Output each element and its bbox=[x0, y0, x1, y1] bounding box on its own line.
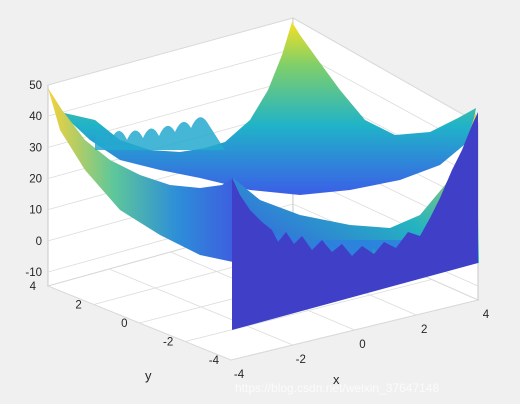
z-tick-label: 30 bbox=[29, 142, 42, 154]
y-tick-label: -2 bbox=[163, 337, 173, 349]
surface-ripple-ridge bbox=[95, 117, 225, 150]
surface-right-slope bbox=[233, 112, 479, 265]
x-axis-label: x bbox=[333, 372, 340, 387]
x-tick-label: 2 bbox=[421, 324, 427, 336]
x-gridline bbox=[109, 268, 293, 346]
z-tick-label: 50 bbox=[29, 80, 42, 92]
x-axis: -4 -2 0 2 4 bbox=[234, 309, 490, 381]
z-tick-label: -10 bbox=[25, 267, 42, 279]
surface-cut-face bbox=[232, 112, 478, 330]
y-axis: -4 -2 0 2 4 bbox=[30, 281, 220, 367]
z-gridline bbox=[47, 17, 479, 124]
surface-ripple-right bbox=[262, 232, 430, 257]
y-tick-label: -4 bbox=[209, 355, 220, 367]
z-tick-label: 20 bbox=[29, 174, 42, 186]
z-tick-label: 10 bbox=[29, 205, 42, 217]
z-axis: -10 0 10 20 30 40 50 bbox=[25, 80, 42, 279]
z-tick-label: 40 bbox=[29, 111, 42, 123]
surface-front-slope bbox=[48, 88, 233, 262]
z-tick-label: 0 bbox=[36, 236, 42, 248]
x-tick-label: 0 bbox=[359, 339, 365, 351]
y-tick-label: 2 bbox=[75, 300, 81, 312]
y-tick-label: 0 bbox=[121, 318, 127, 330]
x-gridline bbox=[47, 285, 232, 361]
x-tick-label: -2 bbox=[296, 354, 306, 366]
x-tick-label: -4 bbox=[234, 369, 245, 381]
surface-back-slope bbox=[60, 22, 476, 195]
surface bbox=[48, 22, 479, 330]
y-tick-label: 4 bbox=[30, 281, 37, 293]
watermark-text: https://blog.csdn.net/weixin_37647148 bbox=[235, 381, 439, 395]
y-axis-label: y bbox=[145, 368, 152, 383]
x-tick-label: 4 bbox=[483, 309, 490, 321]
